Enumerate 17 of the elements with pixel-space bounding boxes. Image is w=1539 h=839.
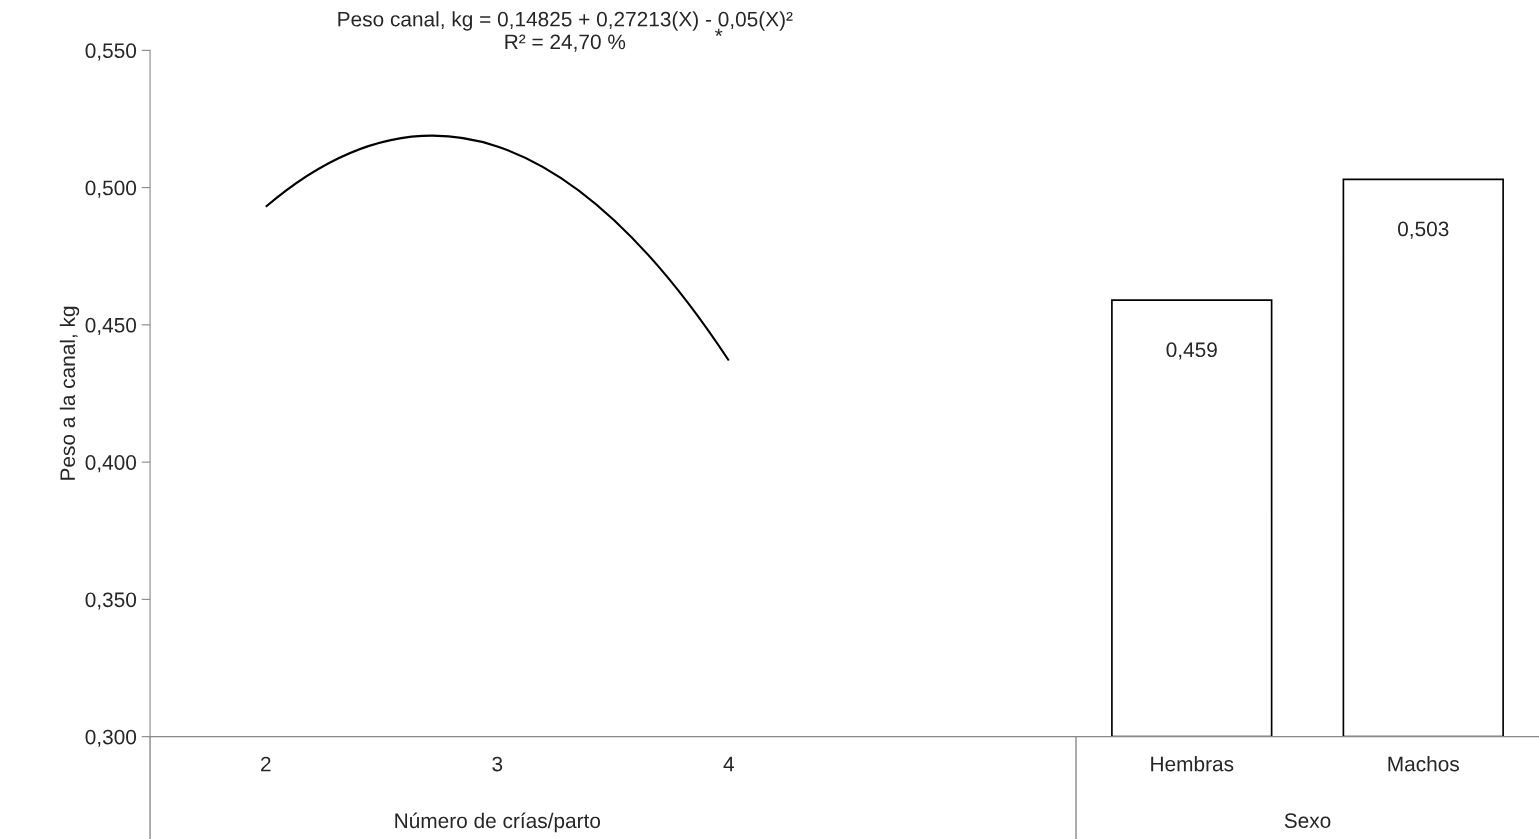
data-label: 0,459 <box>1166 342 1217 360</box>
text: Número de crías/parto <box>395 812 601 833</box>
text: Sexo <box>1284 813 1331 829</box>
y-tick-label: 0,350 <box>85 592 137 610</box>
x-tick-label: Hembras <box>1151 756 1234 772</box>
data-label: 0,503 <box>1398 221 1449 239</box>
x-tick-label: 2 <box>261 756 271 772</box>
x-tick-label: 4 <box>723 756 734 772</box>
y-tick-label: 0,300 <box>85 729 137 747</box>
y-tick-label: 0,450 <box>85 317 137 336</box>
x-tick-label: 3 <box>492 756 503 772</box>
chart-subtitle: R² = 24,70 % <box>505 34 626 52</box>
y-axis-title: Peso a la canal, kg <box>59 306 80 480</box>
y-tick-label: 0,500 <box>85 180 137 198</box>
x-tick-label: Machos <box>1388 756 1459 772</box>
y-tick-label: 0,400 <box>85 455 137 473</box>
y-tick-label: 0,550 <box>85 43 137 61</box>
